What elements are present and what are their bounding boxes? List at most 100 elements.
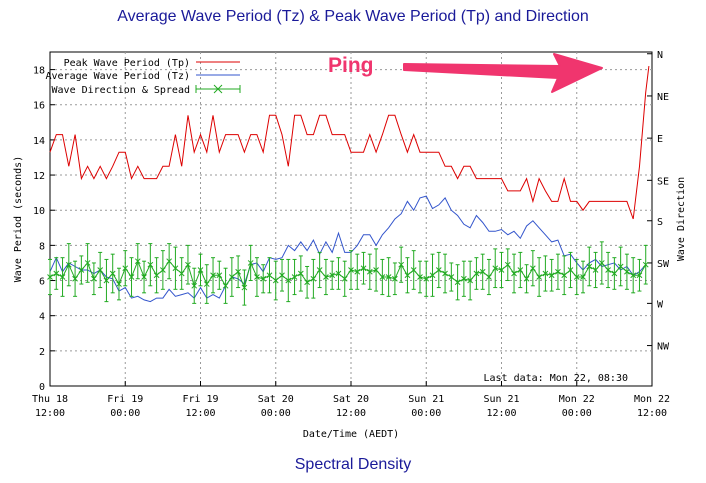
x-tick-label-day: Sun 21	[408, 394, 444, 405]
legend-label-direction: Wave Direction & Spread	[52, 85, 190, 96]
y-tick-label: 14	[33, 136, 45, 147]
direction-point	[91, 262, 97, 296]
direction-point	[260, 264, 267, 294]
direction-point	[360, 251, 367, 285]
direction-tick-label: SW	[657, 259, 670, 270]
direction-point	[592, 251, 599, 289]
direction-point	[473, 257, 480, 290]
y-tick-label: 2	[39, 347, 45, 358]
y-tick-label: 10	[33, 206, 45, 217]
legend-swatch-direction	[195, 84, 241, 94]
y-tick-label: 4	[39, 312, 45, 323]
legend-label-tp: Peak Wave Period (Tp)	[64, 58, 190, 69]
x-tick-label-day: Sun 21	[483, 394, 519, 405]
direction-point	[536, 257, 542, 297]
direction-point	[624, 253, 630, 290]
direction-point	[185, 244, 191, 285]
ping-arrow-icon	[403, 53, 603, 93]
direction-point	[454, 264, 461, 301]
series-direction-spread	[47, 241, 649, 306]
direction-point	[385, 257, 392, 297]
direction-point	[542, 255, 549, 292]
direction-point	[266, 257, 273, 294]
y-tick-label: 8	[39, 241, 45, 252]
direction-point	[442, 253, 448, 294]
x-tick-label-day: Mon 22	[559, 394, 595, 405]
direction-point	[141, 260, 147, 294]
direction-point	[279, 258, 285, 292]
direction-point	[116, 267, 122, 301]
direction-point	[65, 243, 72, 287]
direction-tick-label: N	[657, 50, 663, 61]
direction-point	[222, 267, 229, 304]
x-tick-label-day: Sat 20	[333, 394, 369, 405]
direction-point	[153, 257, 160, 294]
x-tick-label-time: 00:00	[261, 408, 291, 419]
direction-point	[172, 246, 179, 290]
direction-point	[103, 258, 110, 303]
x-tick-label-time: 12:00	[185, 408, 215, 419]
direction-point	[147, 243, 154, 287]
direction-tick-label: E	[657, 134, 663, 145]
direction-point	[523, 264, 530, 294]
chart-title: Average Wave Period (Tz) & Peak Wave Per…	[117, 8, 589, 25]
direction-point	[254, 257, 260, 297]
direction-point	[210, 257, 216, 294]
direction-point	[122, 250, 129, 287]
y-tick-label: 6	[39, 277, 45, 288]
direction-point	[586, 246, 593, 287]
direction-point	[461, 260, 467, 297]
direction-point	[410, 250, 417, 290]
direction-point	[59, 257, 66, 297]
direction-point	[379, 258, 386, 296]
direction-point	[197, 253, 204, 287]
direction-point	[642, 244, 649, 285]
direction-point	[316, 251, 323, 289]
direction-point	[636, 258, 643, 292]
direction-point	[373, 248, 379, 292]
x-tick-label-time: 00:00	[110, 408, 140, 419]
direction-point	[329, 260, 336, 290]
direction-point	[429, 253, 436, 297]
series-layer	[47, 66, 650, 306]
direction-point	[417, 260, 423, 294]
direction-tick-label: S	[657, 217, 663, 228]
direction-point	[109, 253, 116, 294]
direction-point	[598, 241, 605, 285]
direction-point	[134, 243, 141, 280]
y-tick-label: 0	[39, 382, 45, 393]
direction-point	[561, 255, 568, 296]
direction-point	[310, 258, 317, 299]
x-axis-label: Date/Time (AEDT)	[303, 429, 399, 440]
direction-point	[166, 243, 172, 280]
direction-axis: N NE E SE S SW W NW	[647, 50, 670, 353]
direction-point	[567, 251, 574, 289]
direction-point	[53, 257, 60, 290]
spectral-density-title[interactable]: Spectral Density	[294, 456, 412, 473]
grid-lines	[50, 52, 652, 386]
direction-point	[178, 257, 185, 290]
direction-point	[335, 257, 342, 290]
x-tick-label-time: 12:00	[486, 408, 516, 419]
x-tick-label-day: Thu 18	[32, 394, 68, 405]
direction-point	[617, 246, 624, 287]
direction-point	[235, 255, 241, 289]
direction-point	[530, 250, 536, 287]
direction-point	[128, 257, 135, 297]
series-line-peak-period	[49, 66, 650, 220]
x-tick-label-day: Mon 22	[634, 394, 670, 405]
x-tick-label-time: 12:00	[336, 408, 366, 419]
direction-point	[354, 253, 361, 290]
direction-point	[229, 257, 235, 297]
direction-point	[247, 244, 254, 282]
direction-point	[241, 269, 248, 306]
x-tick-label-time: 12:00	[637, 408, 667, 419]
y-axis-label: Wave Period (seconds)	[13, 156, 24, 282]
direction-point	[304, 265, 310, 299]
legend: Peak Wave Period (Tp) Average Wave Perio…	[46, 58, 241, 96]
direction-point	[323, 258, 329, 296]
direction-point	[435, 251, 442, 289]
direction-point	[611, 257, 618, 290]
direction-point	[605, 251, 611, 289]
direction-point	[498, 251, 505, 289]
